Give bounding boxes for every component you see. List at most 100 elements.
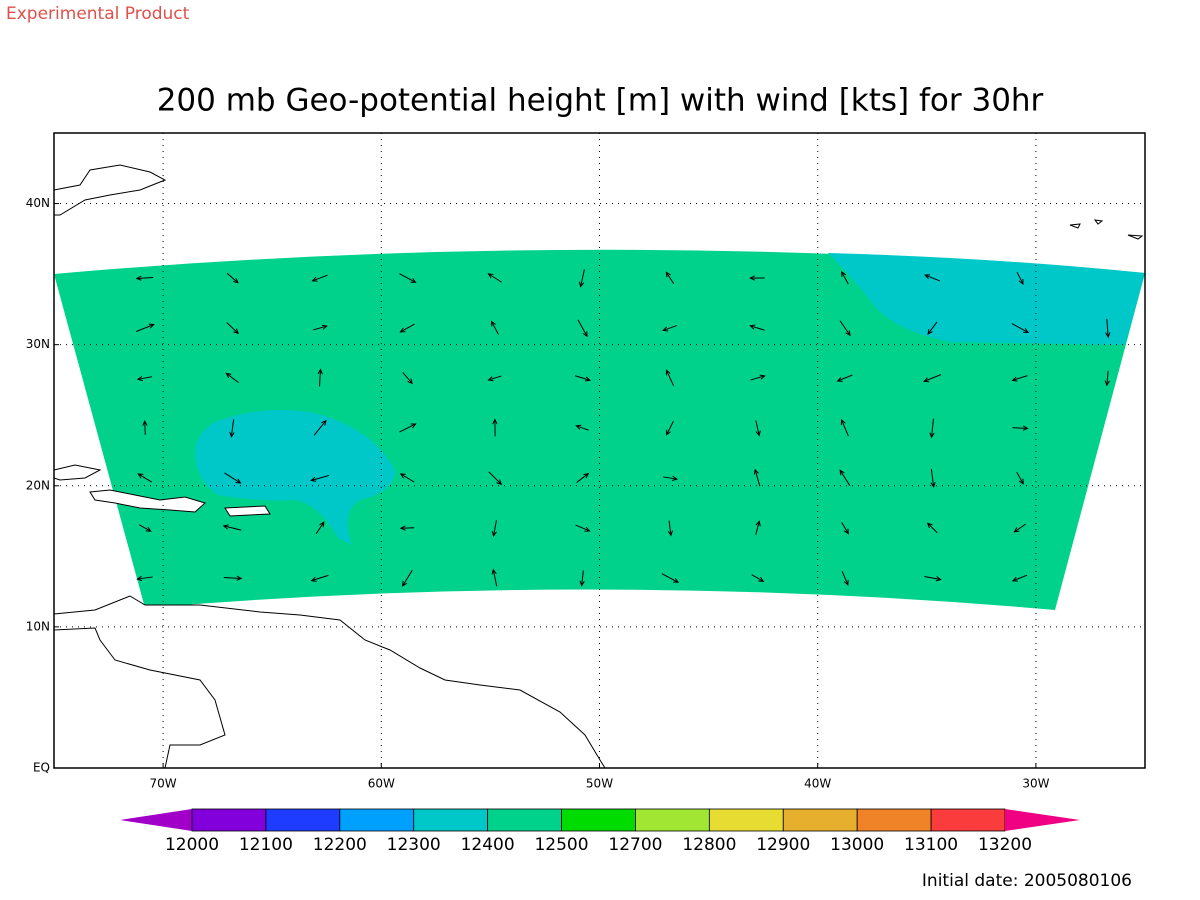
- wind-vector: [841, 270, 849, 285]
- wind-vector: [663, 475, 679, 482]
- wind-vector: [487, 375, 502, 382]
- wind-vector: [665, 271, 675, 284]
- colorbar-box: [708, 808, 784, 832]
- wind-vector: [575, 424, 589, 431]
- wind-vector: [840, 418, 849, 437]
- wind-vector: [1011, 323, 1030, 334]
- wind-vector: [399, 473, 415, 483]
- wind-vector: [490, 320, 499, 335]
- colorbar-label: 13200: [978, 835, 1032, 855]
- wind-vector: [1011, 574, 1028, 582]
- coastline-south-america: [53, 595, 606, 769]
- wind-vector: [229, 419, 235, 438]
- wind-vector: [755, 420, 761, 437]
- wind-vector: [488, 471, 503, 486]
- wind-vector: [139, 524, 152, 532]
- wind-vector: [399, 525, 415, 531]
- wind-vector: [399, 323, 415, 333]
- lon-label: 70W: [150, 777, 177, 791]
- wind-vector: [575, 524, 591, 532]
- colorbar: 12000 12100 12200 12300 12400 12500 12700 12800…: [120, 808, 1080, 855]
- colorbar-label: 12700: [608, 835, 662, 855]
- lat-label: 30N: [26, 337, 50, 351]
- coastline-azores: [1069, 219, 1144, 240]
- colorbar-box: [856, 808, 932, 832]
- colorbar-label: 12900: [756, 835, 810, 855]
- colorbar-label: 12300: [387, 835, 441, 855]
- lon-label: 30W: [1022, 777, 1049, 791]
- wind-vector: [315, 521, 325, 535]
- wind-vector: [836, 374, 853, 382]
- colorbar-box: [265, 808, 341, 832]
- wind-vector: [136, 375, 153, 382]
- wind-vector: [226, 272, 239, 284]
- wind-vector: [929, 418, 935, 439]
- colorbar-label: 12000: [165, 835, 219, 855]
- wind-vector: [311, 274, 328, 282]
- wind-vector: [666, 421, 674, 436]
- colorbar-box: [782, 808, 858, 832]
- map: 70W 60W 50W 40W 30W EQ 10N 20N 30N 40N: [26, 132, 1146, 791]
- colorbar-box: [561, 808, 636, 832]
- wind-vector: [310, 475, 329, 482]
- colorbar-box: [930, 808, 1006, 832]
- wind-vector: [310, 574, 329, 582]
- wind-vector: [226, 322, 240, 335]
- wind-vector: [930, 469, 936, 489]
- wind-vector: [576, 472, 590, 483]
- wind-vector: [924, 575, 942, 582]
- initial-date: Initial date: 2005080106: [922, 871, 1132, 891]
- wind-vector: [1016, 471, 1024, 485]
- colorbar-extend-high: [1005, 809, 1080, 831]
- wind-vector: [492, 418, 498, 437]
- wind-vector: [399, 423, 417, 433]
- wind-vector: [135, 275, 154, 281]
- height-region-west: [195, 409, 395, 545]
- colorbar-label: 13000: [830, 835, 884, 855]
- wind-vector: [578, 269, 585, 288]
- lon-label: 50W: [586, 777, 613, 791]
- grid: 70W 60W 50W 40W 30W EQ 10N 20N 30N 40N: [26, 133, 1145, 791]
- map-title: 200 mb Geo-potential height [m] with win…: [157, 83, 1044, 119]
- wind-vector: [313, 324, 328, 331]
- wind-vector: [839, 320, 851, 337]
- wind-vector: [839, 469, 851, 486]
- wind-vector: [749, 324, 765, 331]
- wind-vector: [662, 325, 677, 332]
- wind-vector: [579, 570, 585, 587]
- colorbar-label: 12400: [461, 835, 515, 855]
- wind-vector: [661, 573, 680, 583]
- wind-vector: [142, 419, 148, 435]
- product-badge: Experimental Product: [6, 4, 190, 24]
- colorbar-box: [487, 808, 562, 832]
- wind-vector: [402, 372, 413, 385]
- lat-label: EQ: [33, 761, 50, 775]
- wind-vector: [927, 321, 938, 335]
- wind-vector: [1105, 318, 1111, 339]
- wind-vector: [924, 274, 941, 282]
- wind-vector: [665, 369, 675, 386]
- wind-vector: [574, 375, 591, 382]
- wind-vector: [313, 419, 327, 436]
- colorbar-label: 13100: [904, 835, 958, 855]
- wind-vector: [751, 574, 765, 582]
- wind-vector: [749, 275, 765, 281]
- wind-vector: [667, 520, 673, 537]
- wind-vector: [223, 575, 243, 581]
- wind-vector: [1016, 271, 1024, 285]
- wind-vectors: [135, 269, 1111, 587]
- colorbar-box: [191, 808, 267, 832]
- wind-vector: [491, 520, 497, 537]
- wind-vector: [225, 372, 239, 384]
- lat-label: 10N: [26, 619, 50, 633]
- wind-vector: [224, 472, 242, 484]
- lat-label: 20N: [26, 478, 50, 492]
- wind-vector: [923, 374, 942, 383]
- wind-vector: [317, 368, 323, 387]
- wind-vector: [750, 374, 766, 381]
- colorbar-label: 12100: [239, 835, 293, 855]
- wind-vector: [1013, 523, 1026, 533]
- wind-vector: [136, 323, 155, 332]
- wind-vector: [137, 473, 152, 483]
